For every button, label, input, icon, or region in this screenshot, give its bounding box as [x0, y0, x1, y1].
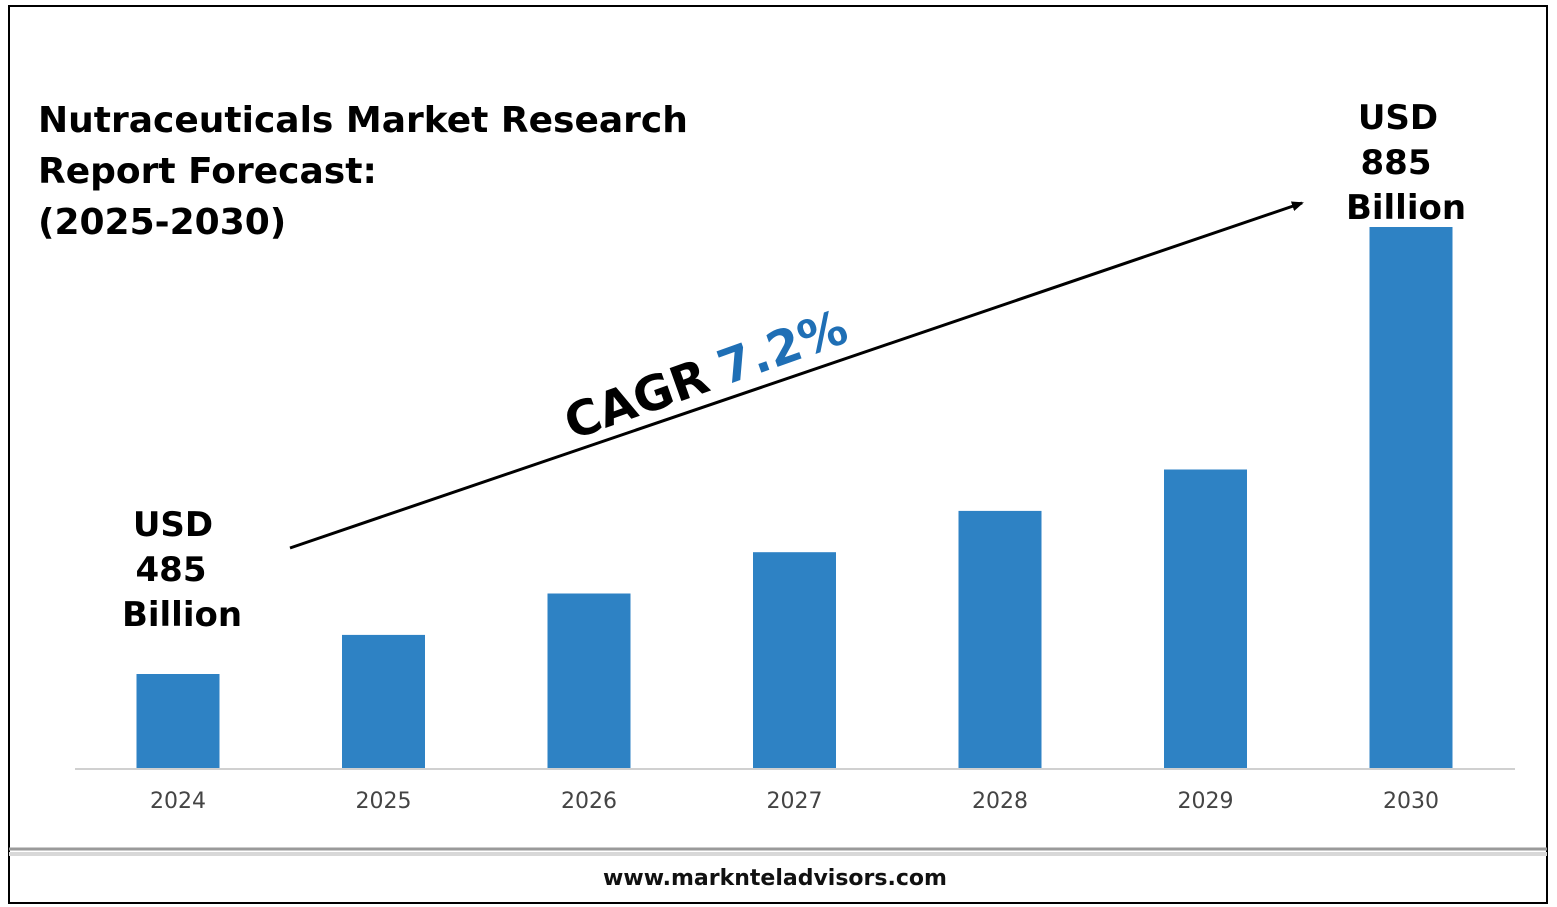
- bar-2028: [958, 510, 1042, 769]
- chart-title-line-2: Report Forecast:: [38, 151, 377, 192]
- cagr-annotation: CAGR7.2%: [557, 299, 855, 451]
- outer-border: [8, 5, 1548, 904]
- x-tick-2024: 2024: [150, 789, 206, 814]
- bar-2024: [136, 674, 220, 769]
- cagr-prefix: CAGR: [557, 349, 716, 452]
- bar-2026: [547, 593, 631, 769]
- x-tick-2028: 2028: [972, 789, 1028, 814]
- x-tick-2026: 2026: [561, 789, 617, 814]
- x-tick-2027: 2027: [767, 789, 823, 814]
- x-tick-2029: 2029: [1178, 789, 1234, 814]
- x-tick-2025: 2025: [356, 789, 412, 814]
- bar-2025: [342, 634, 425, 769]
- end-label-line-2: 885: [1361, 143, 1432, 183]
- cagr-value: 7.2%: [711, 299, 855, 396]
- end-label-line-3: Billion: [1346, 188, 1466, 228]
- start-label-line-2: 485: [136, 550, 207, 590]
- start-value-label: USD 485 Billion: [122, 505, 242, 635]
- x-tick-2030: 2030: [1383, 789, 1439, 814]
- x-tick-labels: 2024 2025 2026 2027 2028 2029 2030: [150, 789, 1439, 814]
- footer-website[interactable]: www.marknteladvisors.com: [603, 866, 947, 891]
- end-label-line-1: USD: [1358, 98, 1438, 138]
- end-value-label: USD 885 Billion: [1346, 98, 1466, 228]
- bar-2029: [1164, 469, 1247, 769]
- bar-2030: [1369, 227, 1453, 769]
- chart-title-line-3: (2025-2030): [38, 202, 286, 243]
- start-label-line-1: USD: [133, 505, 213, 545]
- bar-2027: [753, 552, 836, 769]
- start-label-line-3: Billion: [122, 595, 242, 635]
- chart-title-line-1: Nutraceuticals Market Research: [38, 100, 688, 141]
- bars-group: [136, 227, 1453, 769]
- growth-arrow: [289, 201, 1304, 550]
